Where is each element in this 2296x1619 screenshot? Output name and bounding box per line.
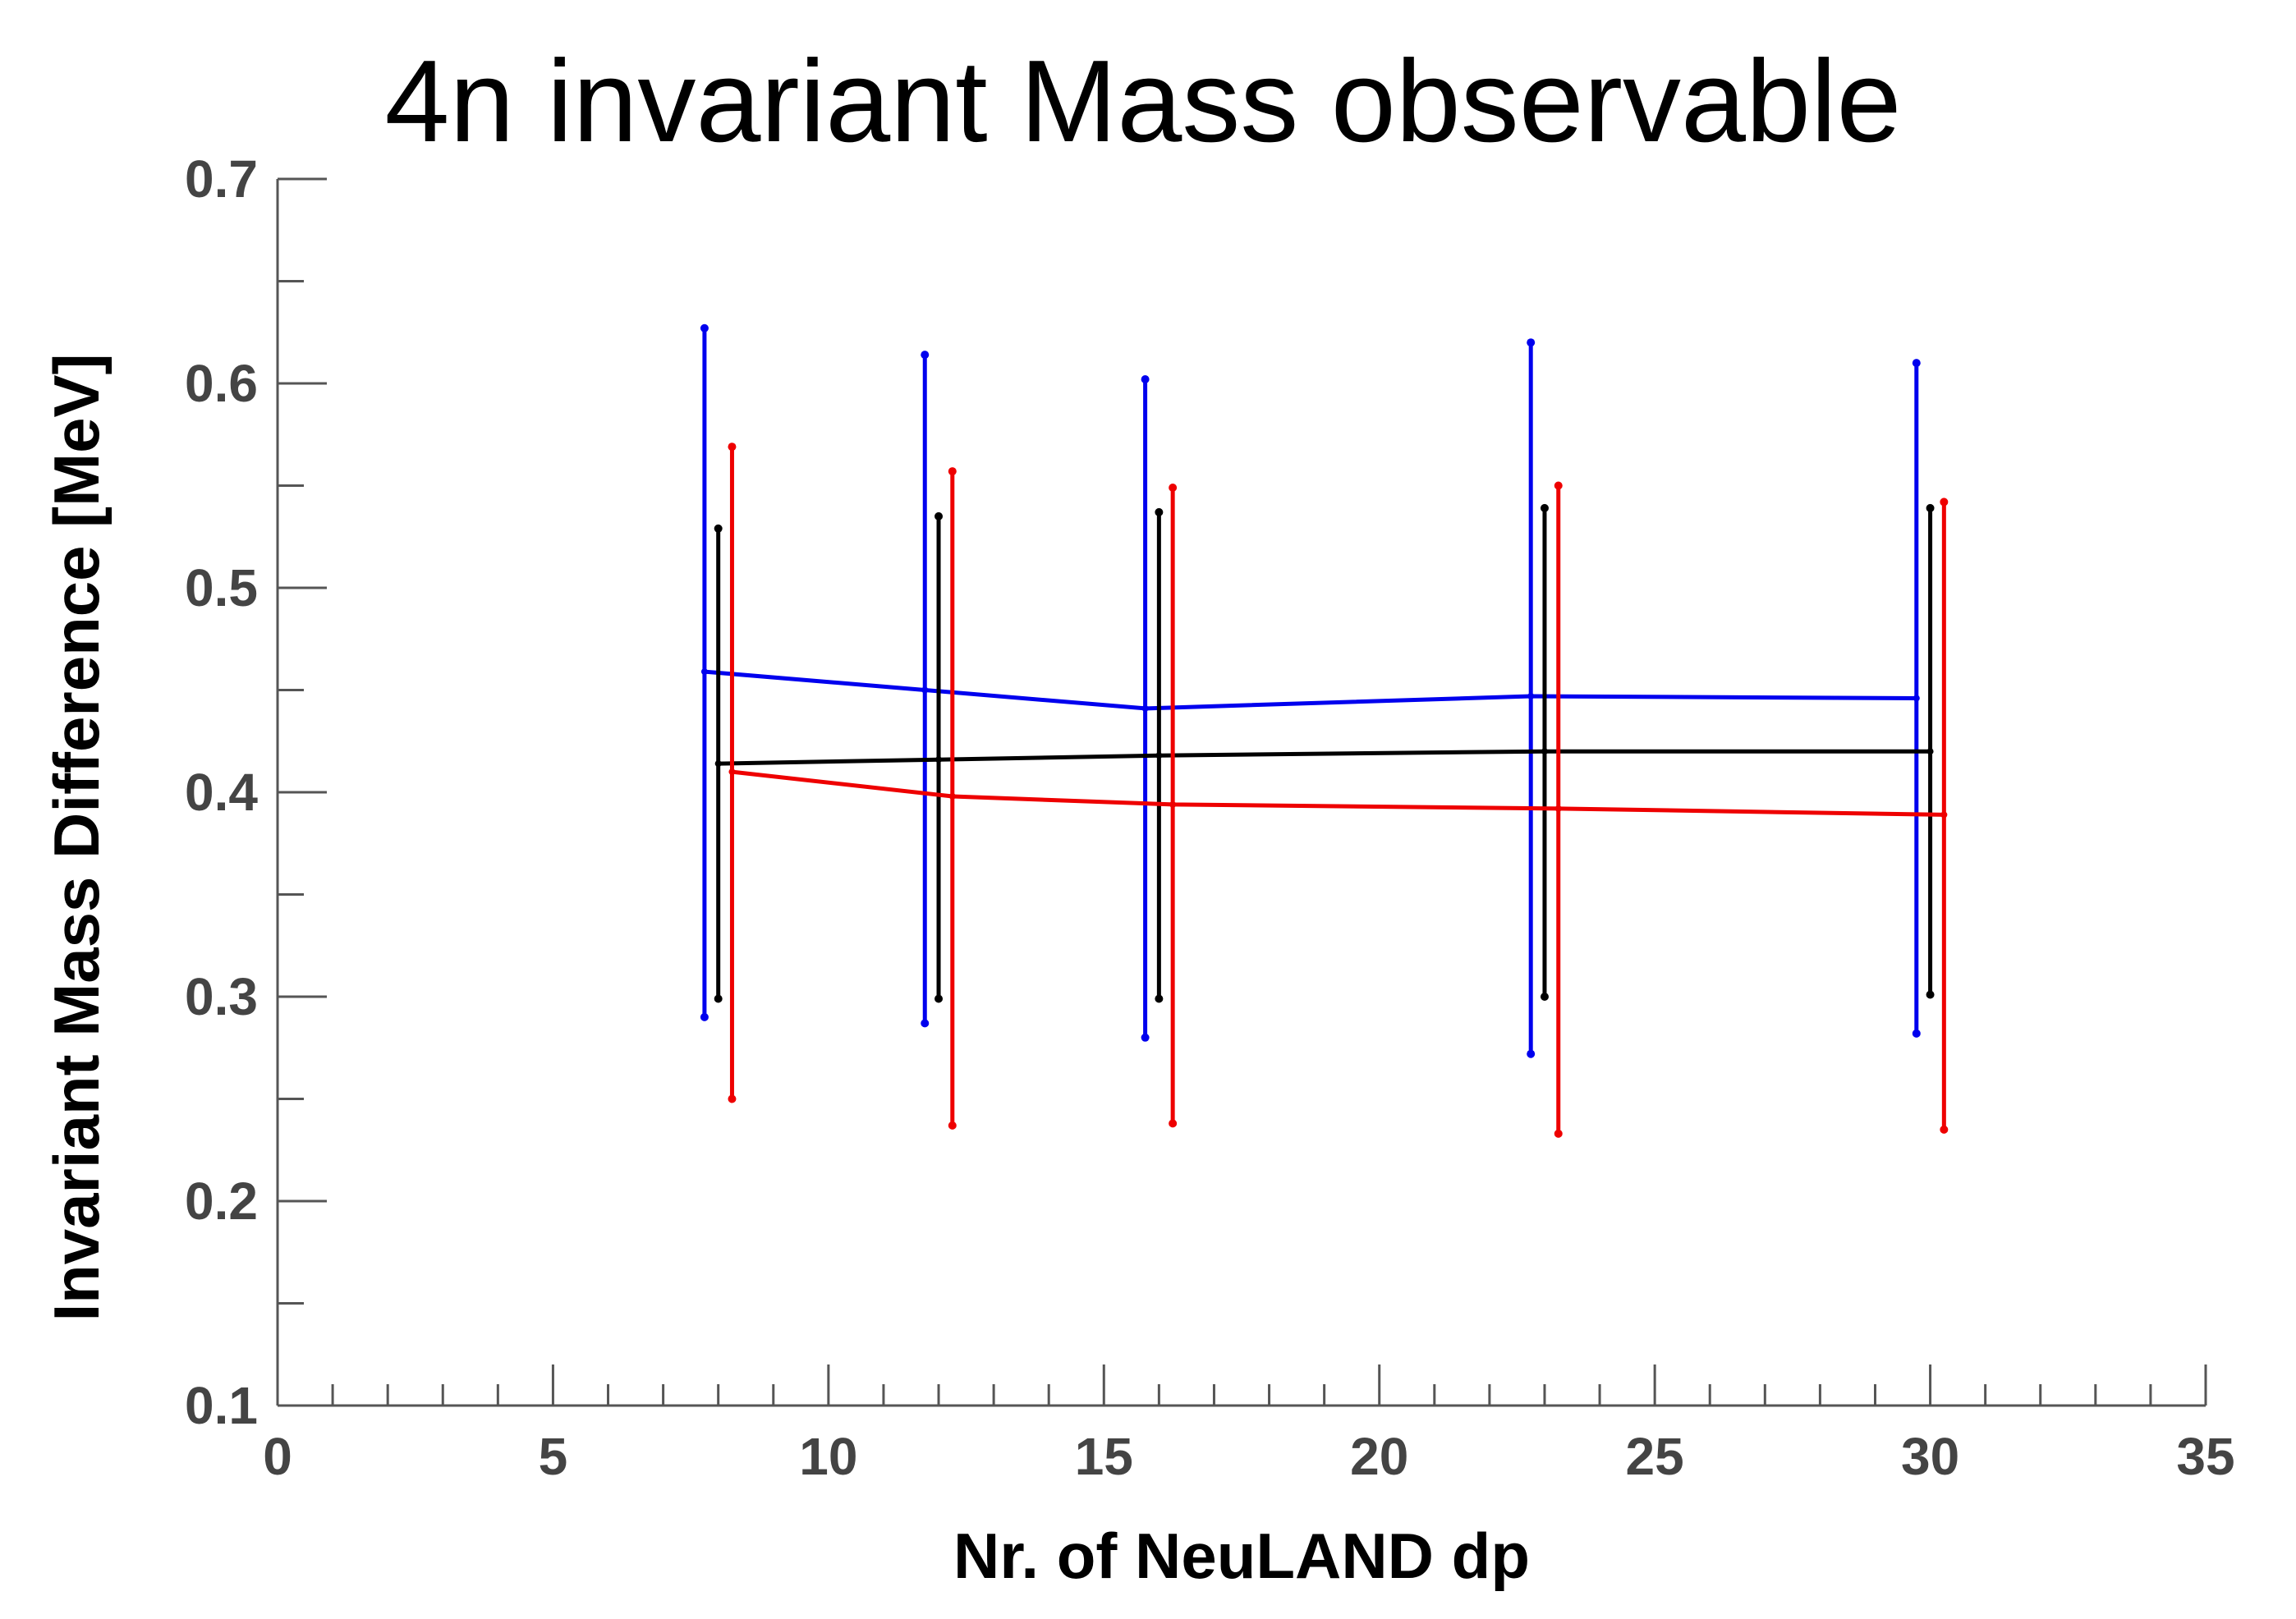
data-point xyxy=(1541,748,1548,755)
data-point xyxy=(935,756,943,764)
error-cap-bottom xyxy=(948,1121,957,1130)
error-cap-bottom xyxy=(1169,1119,1178,1128)
error-cap-top xyxy=(714,524,723,533)
y-tick-label: 0.5 xyxy=(185,558,258,617)
data-point xyxy=(700,668,708,676)
error-cap-bottom xyxy=(1912,1029,1921,1038)
error-cap-bottom xyxy=(1554,1129,1563,1138)
data-point xyxy=(1169,800,1177,808)
error-cap-top xyxy=(1940,498,1949,507)
series-2 xyxy=(728,443,1949,1138)
series-1 xyxy=(714,503,1935,1003)
error-cap-top xyxy=(1554,481,1563,490)
data-point xyxy=(948,792,956,800)
data-point xyxy=(1527,692,1535,699)
error-cap-bottom xyxy=(1155,994,1164,1003)
data-point xyxy=(1141,704,1149,712)
data-point xyxy=(1554,805,1562,812)
y-tick-label: 0.3 xyxy=(185,967,258,1026)
error-cap-top xyxy=(948,467,957,476)
data-point xyxy=(1155,752,1163,759)
x-tick-label: 30 xyxy=(1901,1427,1959,1486)
error-cap-top xyxy=(1169,483,1178,492)
series-line xyxy=(718,749,1931,766)
error-cap-bottom xyxy=(1540,993,1549,1001)
y-tick-label: 0.7 xyxy=(185,149,258,209)
x-tick-label: 25 xyxy=(1626,1427,1684,1486)
error-cap-bottom xyxy=(1940,1125,1949,1134)
error-cap-top xyxy=(728,443,737,452)
series-line xyxy=(704,669,1917,711)
error-cap-bottom xyxy=(700,1012,709,1021)
error-cap-top xyxy=(1527,338,1536,347)
error-cap-top xyxy=(700,323,709,333)
error-cap-bottom xyxy=(714,994,723,1003)
data-point xyxy=(1926,748,1934,755)
x-axis-title: Nr. of NeuLAND dp xyxy=(953,1520,1530,1592)
x-tick-label: 35 xyxy=(2176,1427,2234,1486)
y-tick-label: 0.2 xyxy=(185,1172,258,1231)
x-tick-label: 5 xyxy=(539,1427,568,1486)
data-point xyxy=(921,686,929,694)
data-point xyxy=(714,760,722,768)
data-point xyxy=(1913,695,1920,702)
x-tick-label: 15 xyxy=(1075,1427,1133,1486)
error-cap-top xyxy=(1141,375,1150,384)
x-tick-label: 10 xyxy=(799,1427,857,1486)
error-cap-top xyxy=(921,351,930,360)
tick-labels: 0.1 0.2 0.3 0.4 0.5 0.6 0.7 0 5 10 15 20 25 30 35 xyxy=(185,149,2235,1486)
y-tick-label: 0.1 xyxy=(185,1376,258,1435)
error-cap-top xyxy=(1926,503,1935,512)
data-point xyxy=(1940,811,1948,819)
y-tick-label: 0.4 xyxy=(185,763,258,822)
data-point xyxy=(728,768,736,776)
plot-area xyxy=(700,323,1949,1138)
chart-title: 4n invariant Mass observable xyxy=(385,36,1902,167)
error-cap-bottom xyxy=(1926,990,1935,999)
error-cap-top xyxy=(1155,507,1164,516)
error-cap-bottom xyxy=(934,994,944,1003)
series-0 xyxy=(700,323,1921,1058)
error-cap-top xyxy=(934,511,944,521)
x-tick-label: 0 xyxy=(263,1427,292,1486)
ticks xyxy=(276,177,2207,1407)
error-cap-top xyxy=(1912,359,1921,368)
y-axis-title: Invariant Mass Difference [MeV] xyxy=(40,353,113,1321)
y-tick-label: 0.6 xyxy=(185,354,258,413)
series-line xyxy=(732,769,1945,817)
error-cap-bottom xyxy=(1141,1033,1150,1042)
error-cap-bottom xyxy=(1527,1049,1536,1058)
x-tick-label: 20 xyxy=(1350,1427,1408,1486)
error-cap-top xyxy=(1540,503,1549,512)
error-cap-bottom xyxy=(728,1094,737,1103)
error-cap-bottom xyxy=(921,1019,930,1028)
